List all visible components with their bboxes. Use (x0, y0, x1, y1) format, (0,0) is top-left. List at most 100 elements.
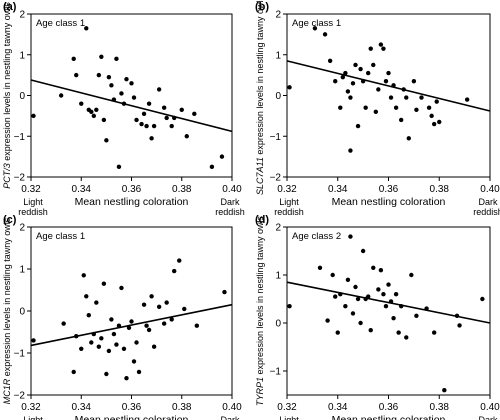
data-point (169, 317, 174, 322)
x-tick-label: 0.34 (72, 184, 92, 195)
data-point (287, 304, 292, 309)
data-point (325, 318, 330, 323)
data-point (371, 265, 376, 270)
data-point (129, 81, 134, 86)
data-point (209, 164, 215, 170)
data-point (99, 336, 104, 341)
y-axis-label-gene: MC1R (2, 378, 12, 404)
data-point (119, 91, 124, 96)
data-point (124, 376, 129, 381)
y-tick-label: −1 (14, 349, 26, 360)
x-tick-label: 0.38 (172, 402, 192, 413)
x-end-label-left: Light (23, 415, 43, 420)
data-point (419, 95, 424, 100)
data-point (144, 323, 149, 328)
data-point (164, 300, 169, 305)
data-point (114, 56, 119, 62)
data-point (366, 294, 371, 299)
data-point (222, 289, 227, 295)
plot-frame (286, 13, 491, 178)
x-tick-label: 0.34 (328, 402, 348, 413)
age-class-label: Age class 2 (292, 231, 341, 242)
data-point (179, 107, 184, 112)
x-tick-label: 0.32 (277, 402, 297, 413)
data-point (101, 117, 107, 123)
y-tick-label: 2 (275, 10, 281, 21)
data-point (396, 330, 401, 335)
y-axis-label: MC1R expression levels in nestling tawny… (2, 217, 12, 404)
data-point (101, 281, 107, 286)
data-point (139, 121, 144, 127)
data-point (146, 327, 152, 333)
data-point (161, 105, 167, 110)
y-axis-label: SLC7A11 expression levels in nestling ta… (255, 0, 265, 195)
panel-c: (c) Age class 1 −2 −1 0 1 2 0.32 0.34 0.36 0.38 0.4… (2, 214, 242, 420)
data-point (464, 97, 470, 102)
data-point (287, 85, 292, 90)
data-point (355, 296, 361, 302)
data-point (322, 32, 328, 37)
data-point (134, 340, 139, 345)
data-point (393, 292, 399, 297)
data-point (401, 87, 406, 92)
data-point (106, 74, 112, 80)
data-point (131, 359, 137, 364)
data-point (383, 304, 389, 309)
data-point (330, 272, 335, 278)
age-class-label: Age class 1 (36, 231, 85, 242)
data-point (348, 148, 353, 153)
data-point (89, 340, 94, 345)
data-point (126, 325, 132, 330)
y-axis-label-gene: PCT/3 (2, 163, 12, 189)
data-point (99, 54, 104, 59)
data-point (149, 294, 154, 299)
x-end-label-right: reddish (215, 207, 245, 217)
data-point (119, 285, 124, 291)
data-point (414, 107, 419, 112)
y-tick-label: 0 (19, 307, 25, 318)
data-point (172, 268, 177, 274)
y-axis-label-gene: TYRP1 (255, 377, 265, 406)
data-point (96, 344, 102, 349)
y-axis-label: PCT/3 expression levels in nestling tawn… (2, 2, 12, 189)
data-point (91, 113, 97, 119)
y-tick-label: 1 (19, 265, 25, 276)
x-end-label-right: Dark (478, 197, 498, 207)
regression-line (30, 79, 233, 133)
data-point (172, 115, 177, 121)
x-tick-label: 0.32 (277, 184, 297, 195)
data-point (156, 304, 162, 309)
data-point (151, 123, 157, 129)
data-point (106, 348, 112, 354)
data-point (114, 342, 119, 347)
data-point (111, 97, 117, 102)
x-end-label-right: Dark (220, 415, 240, 420)
data-point (398, 117, 404, 123)
data-point (333, 294, 338, 299)
data-point (409, 272, 414, 278)
data-point (343, 304, 348, 309)
x-tick-label: 0.36 (379, 184, 399, 195)
x-end-label-right: Dark (220, 197, 240, 207)
data-point (104, 138, 109, 143)
data-point (360, 79, 366, 84)
data-point (161, 321, 167, 326)
data-point (442, 388, 447, 393)
data-point (116, 164, 122, 170)
data-point (338, 105, 343, 110)
age-class-label: Age class 1 (36, 18, 85, 29)
data-point (368, 46, 373, 51)
x-end-label-left: reddish (18, 207, 48, 217)
x-tick-label: 0.40 (480, 184, 500, 195)
panel-b: (b) Age class 1 −2 −1 0 1 2 0.32 0.34 0.36 0.38 0.4… (255, 0, 500, 217)
data-point (61, 321, 66, 326)
x-tick-label: 0.40 (222, 402, 242, 413)
data-point (353, 62, 358, 68)
panel-a: (a) Age class 1 −2 −1 0 1 2 0.32 0.34 0.36 0.38 0.4… (2, 1, 245, 217)
data-point (343, 70, 348, 76)
data-point (388, 95, 394, 100)
y-axis-label-text: expression levels in nestling tawny owls (255, 0, 265, 157)
x-end-label-left: Light (279, 415, 299, 420)
data-point (429, 113, 434, 119)
x-axis-label: Mean nestling coloration (75, 414, 189, 420)
